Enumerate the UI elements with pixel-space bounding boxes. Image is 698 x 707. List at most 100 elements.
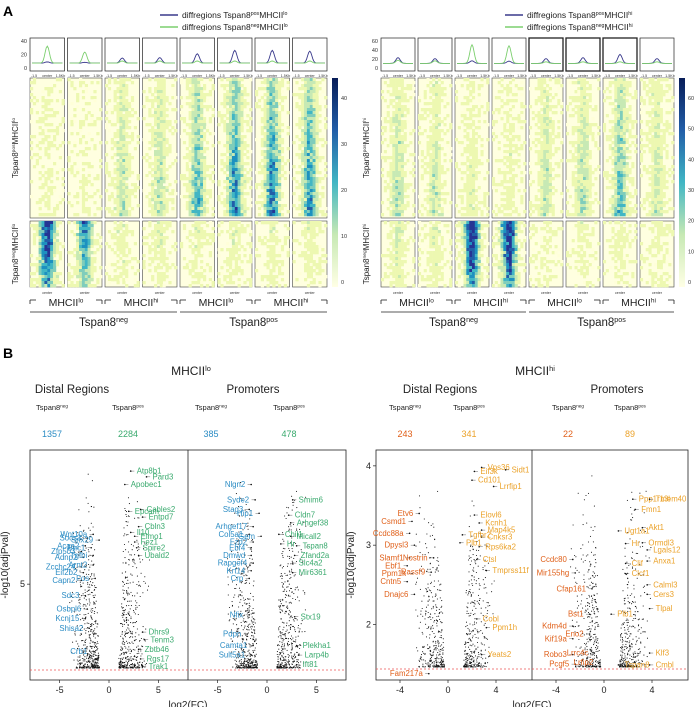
heat-cell xyxy=(237,129,241,133)
heat-cell xyxy=(295,186,299,190)
heat-cell xyxy=(269,248,273,252)
heat-cell xyxy=(474,251,478,255)
heat-cell xyxy=(249,186,253,190)
heat-cell xyxy=(409,129,413,133)
heat-cell xyxy=(237,192,241,196)
heat-cell xyxy=(255,186,259,190)
heat-cell xyxy=(136,284,140,288)
heat-cell xyxy=(306,99,311,103)
heat-cell xyxy=(70,284,74,288)
heat-cell xyxy=(133,189,137,193)
heat-cell xyxy=(194,266,198,270)
heat-cell xyxy=(324,254,328,258)
heat-cell xyxy=(226,132,230,136)
heat-cell xyxy=(263,114,267,118)
heat-cell xyxy=(432,213,436,217)
heat-cell xyxy=(237,147,241,151)
heat-cell xyxy=(500,132,504,136)
heat-cell xyxy=(266,117,270,121)
heat-cell xyxy=(119,126,123,130)
heat-cell xyxy=(217,281,221,285)
heat-cell xyxy=(156,78,161,82)
heat-cell xyxy=(47,195,51,199)
heat-cell xyxy=(409,132,413,136)
heat-cell xyxy=(446,129,450,133)
heat-cell xyxy=(309,102,313,106)
heat-cell xyxy=(392,180,396,184)
heat-cell xyxy=(301,230,305,234)
heat-cell xyxy=(435,120,439,124)
heat-cell xyxy=(119,183,123,187)
heat-cell xyxy=(398,78,402,82)
heat-cell xyxy=(35,230,39,234)
heat-cell xyxy=(304,201,308,205)
heat-cell xyxy=(426,189,430,193)
heat-cell xyxy=(197,99,201,103)
heat-cell xyxy=(301,111,305,115)
heat-cell xyxy=(191,99,195,103)
heat-cell xyxy=(194,180,198,184)
heat-cell xyxy=(301,153,305,157)
heat-cell xyxy=(426,147,430,151)
heat-cell xyxy=(61,198,65,202)
heat-cell xyxy=(200,150,204,154)
heat-cell xyxy=(266,221,270,225)
heat-cell xyxy=(469,266,473,270)
heat-cell xyxy=(194,221,198,225)
heat-cell xyxy=(243,123,247,127)
heat-cell xyxy=(50,186,54,190)
heat-cell xyxy=(266,138,270,142)
heat-cell xyxy=(469,123,473,127)
heat-cell xyxy=(76,284,80,288)
heat-cell xyxy=(400,81,404,85)
heat-cell xyxy=(437,195,441,199)
heat-cell xyxy=(200,254,204,258)
heat-cell xyxy=(128,189,132,193)
heat-cell xyxy=(154,284,158,288)
heat-cell xyxy=(191,78,195,82)
heat-cell xyxy=(474,227,478,231)
heat-cell xyxy=(304,207,308,211)
heat-cell xyxy=(257,239,262,243)
heat-cell xyxy=(466,236,470,240)
heat-cell xyxy=(84,245,88,249)
heat-cell xyxy=(398,224,402,228)
heat-cell xyxy=(81,251,86,255)
heat-cell xyxy=(500,192,504,196)
profile-line xyxy=(420,60,450,64)
heat-cell xyxy=(480,275,484,279)
heat-cell xyxy=(472,90,476,94)
heat-cell xyxy=(412,260,416,264)
heat-cell xyxy=(81,189,86,193)
heat-cell xyxy=(174,266,178,270)
heat-cell xyxy=(509,87,513,91)
heat-cell xyxy=(223,87,227,91)
heat-cell xyxy=(321,177,325,181)
heat-cell xyxy=(298,204,302,208)
heat-cell xyxy=(395,180,399,184)
heat-cell xyxy=(503,180,507,184)
heat-cell xyxy=(119,147,123,151)
heat-cell xyxy=(185,165,189,169)
heat-cell xyxy=(400,224,404,228)
heat-cell xyxy=(229,126,233,130)
heat-cell xyxy=(116,138,120,142)
heat-cell xyxy=(477,260,481,264)
heat-cell xyxy=(119,96,123,100)
heat-cell xyxy=(246,224,250,228)
heat-cell xyxy=(116,186,120,190)
heat-cell xyxy=(53,224,57,228)
heat-cell xyxy=(392,168,396,172)
heat-cell xyxy=(234,242,238,246)
heat-cell xyxy=(418,141,422,145)
heat-cell xyxy=(472,135,476,139)
heat-cell xyxy=(30,81,34,85)
heat-cell xyxy=(41,254,45,258)
heat-cell xyxy=(220,221,224,225)
heat-cell xyxy=(185,87,189,91)
heat-cell xyxy=(87,242,91,246)
heat-cell xyxy=(41,129,45,133)
heat-cell xyxy=(116,129,120,133)
heat-cell xyxy=(44,251,48,255)
heat-cell xyxy=(87,245,91,249)
